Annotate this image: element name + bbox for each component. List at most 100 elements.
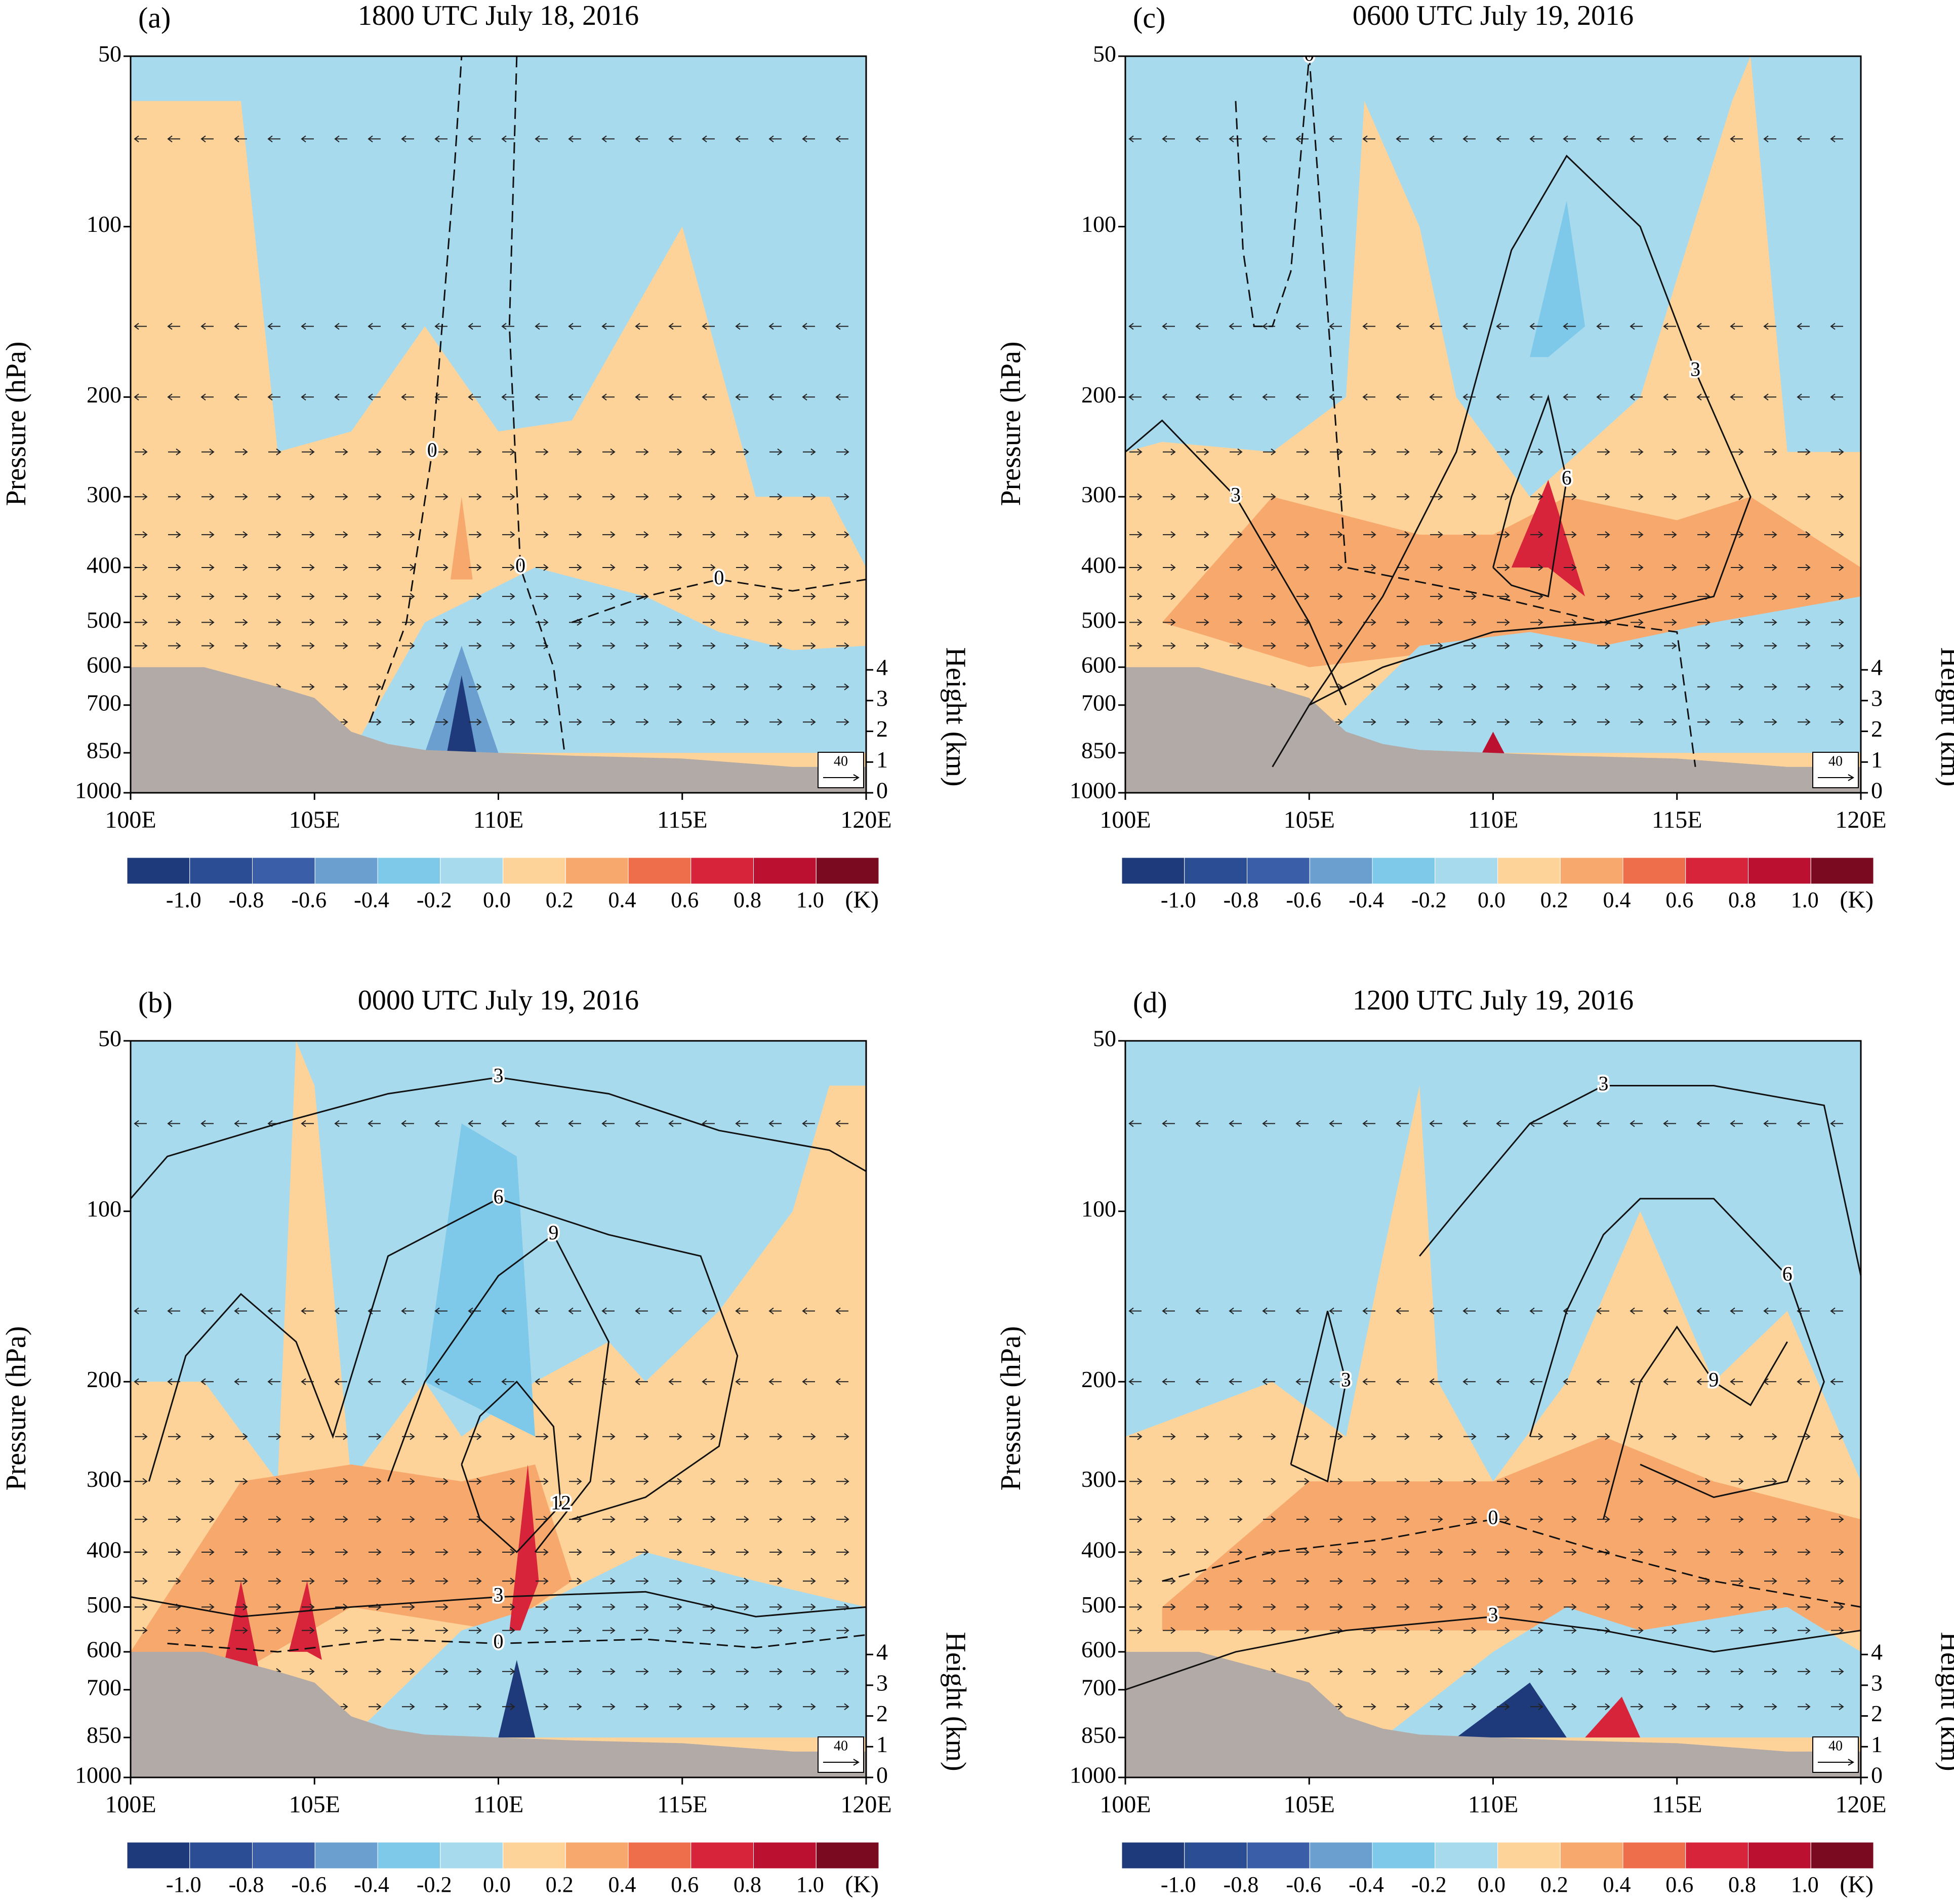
wind-vector — [1397, 448, 1410, 456]
wind-vector — [702, 322, 715, 330]
wind-vector — [1463, 531, 1477, 538]
wind-vector — [1397, 593, 1410, 600]
wind-vector — [736, 448, 749, 456]
wind-vector — [1430, 564, 1443, 571]
wind-vector — [201, 564, 215, 571]
wind-vector — [1429, 1120, 1442, 1127]
wind-vector — [1830, 1120, 1843, 1127]
panel-title: 1800 UTC July 18, 2016 — [358, 0, 639, 31]
x-tick-label: 120E — [840, 806, 891, 833]
wind-vector — [1430, 531, 1443, 538]
wind-vector — [602, 1433, 616, 1440]
contour-line — [1125, 1615, 1861, 1691]
wind-vector — [502, 593, 515, 600]
y2-axis-label: Height (km) — [940, 647, 971, 786]
wind-vector — [369, 619, 382, 626]
wind-vector — [267, 1307, 280, 1315]
wind-vector — [736, 564, 749, 571]
wind-vector — [1397, 564, 1410, 571]
wind-vector — [334, 1120, 347, 1127]
wind-vector — [401, 135, 414, 143]
wind-vector — [268, 1516, 281, 1523]
wind-vector — [1564, 1703, 1577, 1711]
wind-vector — [302, 1603, 315, 1611]
wind-vector — [1530, 1433, 1543, 1440]
wind-vector — [335, 1433, 348, 1440]
wind-vector — [402, 1577, 415, 1585]
wind-vector — [201, 493, 215, 501]
x-tick-label: 105E — [289, 806, 340, 833]
colorbar-box — [189, 857, 253, 884]
wind-vector — [1563, 1378, 1576, 1386]
wind-vector — [235, 1516, 248, 1523]
wind-vector — [1830, 1378, 1843, 1386]
wind-vector — [1529, 322, 1542, 330]
wind-vector — [168, 493, 181, 501]
wind-vector — [1798, 593, 1811, 600]
wind-vector — [1730, 322, 1743, 330]
wind-vector — [235, 493, 248, 501]
ref-vector-arrow — [823, 774, 860, 781]
wind-vector — [1530, 1703, 1543, 1711]
wind-vector — [536, 1603, 549, 1611]
wind-vector — [201, 593, 215, 600]
wind-vector — [369, 1433, 382, 1440]
wind-vector — [735, 393, 748, 401]
wind-vector — [1397, 1703, 1410, 1711]
contour-label: 3 — [494, 1064, 504, 1086]
wind-vector — [1430, 593, 1443, 600]
y-tick-label: 700 — [1081, 690, 1116, 715]
wind-vector — [1429, 1307, 1442, 1315]
wind-vector — [1462, 1307, 1476, 1315]
x-tick-label: 110E — [1468, 1791, 1519, 1818]
colorbar-unit: (K) — [1840, 1871, 1874, 1898]
wind-vector — [302, 564, 315, 571]
wind-vector — [802, 1307, 815, 1315]
colorbar-tick-label: -0.4 — [1349, 1872, 1384, 1897]
wind-vector — [302, 1668, 315, 1675]
wind-vector — [535, 1378, 548, 1386]
wind-vector — [1295, 393, 1309, 401]
wind-vector — [1631, 1433, 1644, 1440]
wind-vector — [469, 493, 482, 501]
wind-vector — [168, 593, 181, 600]
wind-vector — [1430, 1577, 1443, 1585]
wind-vector — [1128, 1378, 1142, 1386]
wind-vector — [335, 1577, 348, 1585]
wind-vector — [602, 718, 616, 726]
ref-vector-label: 40 — [1828, 1738, 1843, 1754]
wind-vector — [803, 619, 816, 626]
wind-vector — [1496, 322, 1509, 330]
wind-vector — [803, 564, 816, 571]
y2-tick-label: 2 — [876, 1700, 888, 1726]
wind-vector — [536, 683, 549, 691]
wind-vector — [636, 683, 649, 691]
colorbar-box — [314, 1842, 378, 1869]
wind-vector — [1630, 1307, 1643, 1315]
wind-vector — [168, 1516, 181, 1523]
wind-vector — [1631, 1577, 1644, 1585]
wind-vector — [1296, 448, 1310, 456]
wind-vector — [536, 448, 549, 456]
wind-vector — [1129, 1627, 1143, 1634]
colorbar-box — [503, 1842, 566, 1869]
wind-vector — [602, 642, 616, 650]
wind-vector — [302, 1627, 315, 1634]
wind-vector — [835, 1307, 848, 1315]
anomaly-region — [1162, 497, 1861, 667]
wind-vector — [769, 1703, 783, 1711]
wind-vector — [1363, 564, 1376, 571]
wind-vector — [201, 1603, 215, 1611]
wind-vector — [301, 1120, 314, 1127]
wind-vector — [1798, 1603, 1811, 1611]
wind-vector — [1798, 531, 1811, 538]
wind-vector — [602, 564, 616, 571]
wind-vector — [302, 1516, 315, 1523]
wind-vector — [1330, 531, 1343, 538]
wind-vector — [234, 135, 247, 143]
wind-vector — [535, 1120, 548, 1127]
colorbar-tick-label: -0.8 — [229, 887, 264, 912]
wind-vector — [803, 683, 816, 691]
colorbar-box — [377, 857, 441, 884]
wind-vector — [836, 1577, 849, 1585]
